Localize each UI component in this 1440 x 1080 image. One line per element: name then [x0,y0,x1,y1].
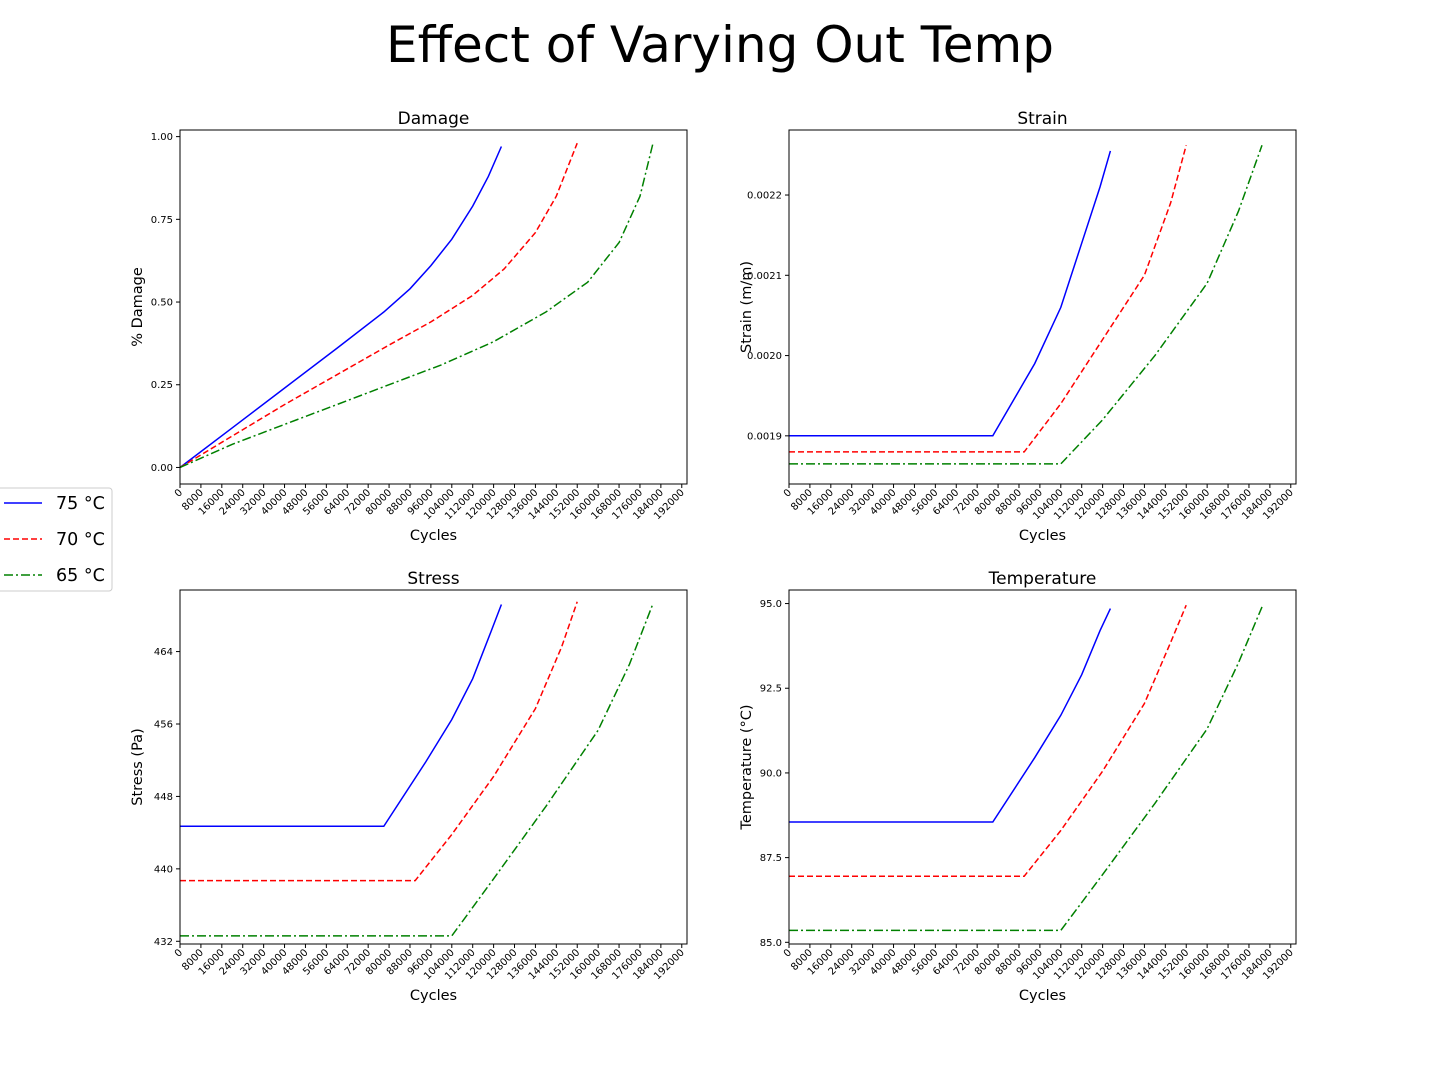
subplot-strain: 0800016000240003200040000480005600064000… [739,109,1297,544]
damage-ytick-label: 1.00 [151,132,173,143]
temperature-axes-frame [788,589,1297,945]
stress-ylabel: Stress (Pa) [130,728,146,805]
stress-ytick-label: 448 [154,792,173,803]
stress-ytick-label: 440 [154,864,173,875]
damage-ytick-label: 0.50 [151,298,173,309]
temperature-series-65 [789,606,1263,932]
strain-series-group [789,145,1263,465]
strain-xtick-label: 0 [782,487,794,499]
damage-ytick-label: 0.75 [151,215,173,226]
temperature-xlabel: Cycles [1019,988,1066,1004]
temperature-xtick-label: 0 [782,947,794,959]
stress-title: Stress [407,569,459,589]
damage-series-70 [180,142,578,469]
strain-series-70 [789,145,1187,453]
temperature-ylabel: Temperature (°C) [739,704,755,830]
stress-ytick-label: 432 [154,937,173,948]
strain-ytick-label: 0.0021 [747,271,782,282]
temperature-series-75 [789,608,1112,823]
temperature-ytick-label: 92.5 [760,684,782,695]
damage-series-75 [180,146,503,469]
legend-label-65: 65 °C [56,566,105,586]
damage-ytick-label: 0.00 [151,463,173,474]
subplot-grid: 0800016000240003200040000480005600064000… [130,109,1297,1004]
damage-ylabel: % Damage [130,267,146,347]
damage-ytick-label: 0.25 [151,380,173,391]
damage-xlabel: Cycles [410,528,457,544]
stress-series-70 [180,601,578,882]
damage-axes-frame [179,129,688,485]
stress-ytick-label: 456 [154,719,173,730]
damage-xtick-label: 0 [173,487,185,499]
subplot-temperature: 0800016000240003200040000480005600064000… [739,569,1297,1004]
subplot-stress: 0800016000240003200040000480005600064000… [130,569,688,1004]
stress-xtick-label: 0 [173,947,185,959]
temperature-series-70 [789,604,1187,877]
strain-ytick-label: 0.0020 [747,351,782,362]
legend: 75 °C 70 °C 65 °C [0,487,113,592]
damage-title: Damage [398,109,470,129]
strain-xlabel: Cycles [1019,528,1066,544]
temperature-ytick-label: 87.5 [760,853,782,864]
strain-title: Strain [1017,109,1067,129]
stress-series-group [180,601,654,937]
stress-ytick-label: 464 [154,647,173,658]
stress-series-75 [180,604,503,828]
damage-series-group [180,142,654,469]
stress-axes-frame [179,589,688,945]
temperature-ytick-label: 90.0 [760,768,782,779]
stress-series-65 [180,603,654,937]
temperature-ytick-label: 95.0 [760,599,782,610]
damage-series-65 [180,143,654,469]
legend-label-75: 75 °C [56,494,105,514]
stress-xlabel: Cycles [410,988,457,1004]
strain-ytick-label: 0.0022 [747,191,782,202]
subplot-damage: 0800016000240003200040000480005600064000… [130,109,688,544]
strain-series-65 [789,145,1263,465]
temperature-title: Temperature [988,569,1097,589]
legend-label-70: 70 °C [56,530,105,550]
legend-frame [0,487,113,592]
strain-series-75 [789,150,1112,437]
temperature-series-group [789,604,1263,932]
figure-title: Effect of Varying Out Temp [386,16,1054,74]
strain-axes-frame [788,129,1297,485]
temperature-ytick-label: 85.0 [760,938,782,949]
strain-ylabel: Strain (m/m) [739,261,755,353]
strain-ytick-label: 0.0019 [747,431,782,442]
